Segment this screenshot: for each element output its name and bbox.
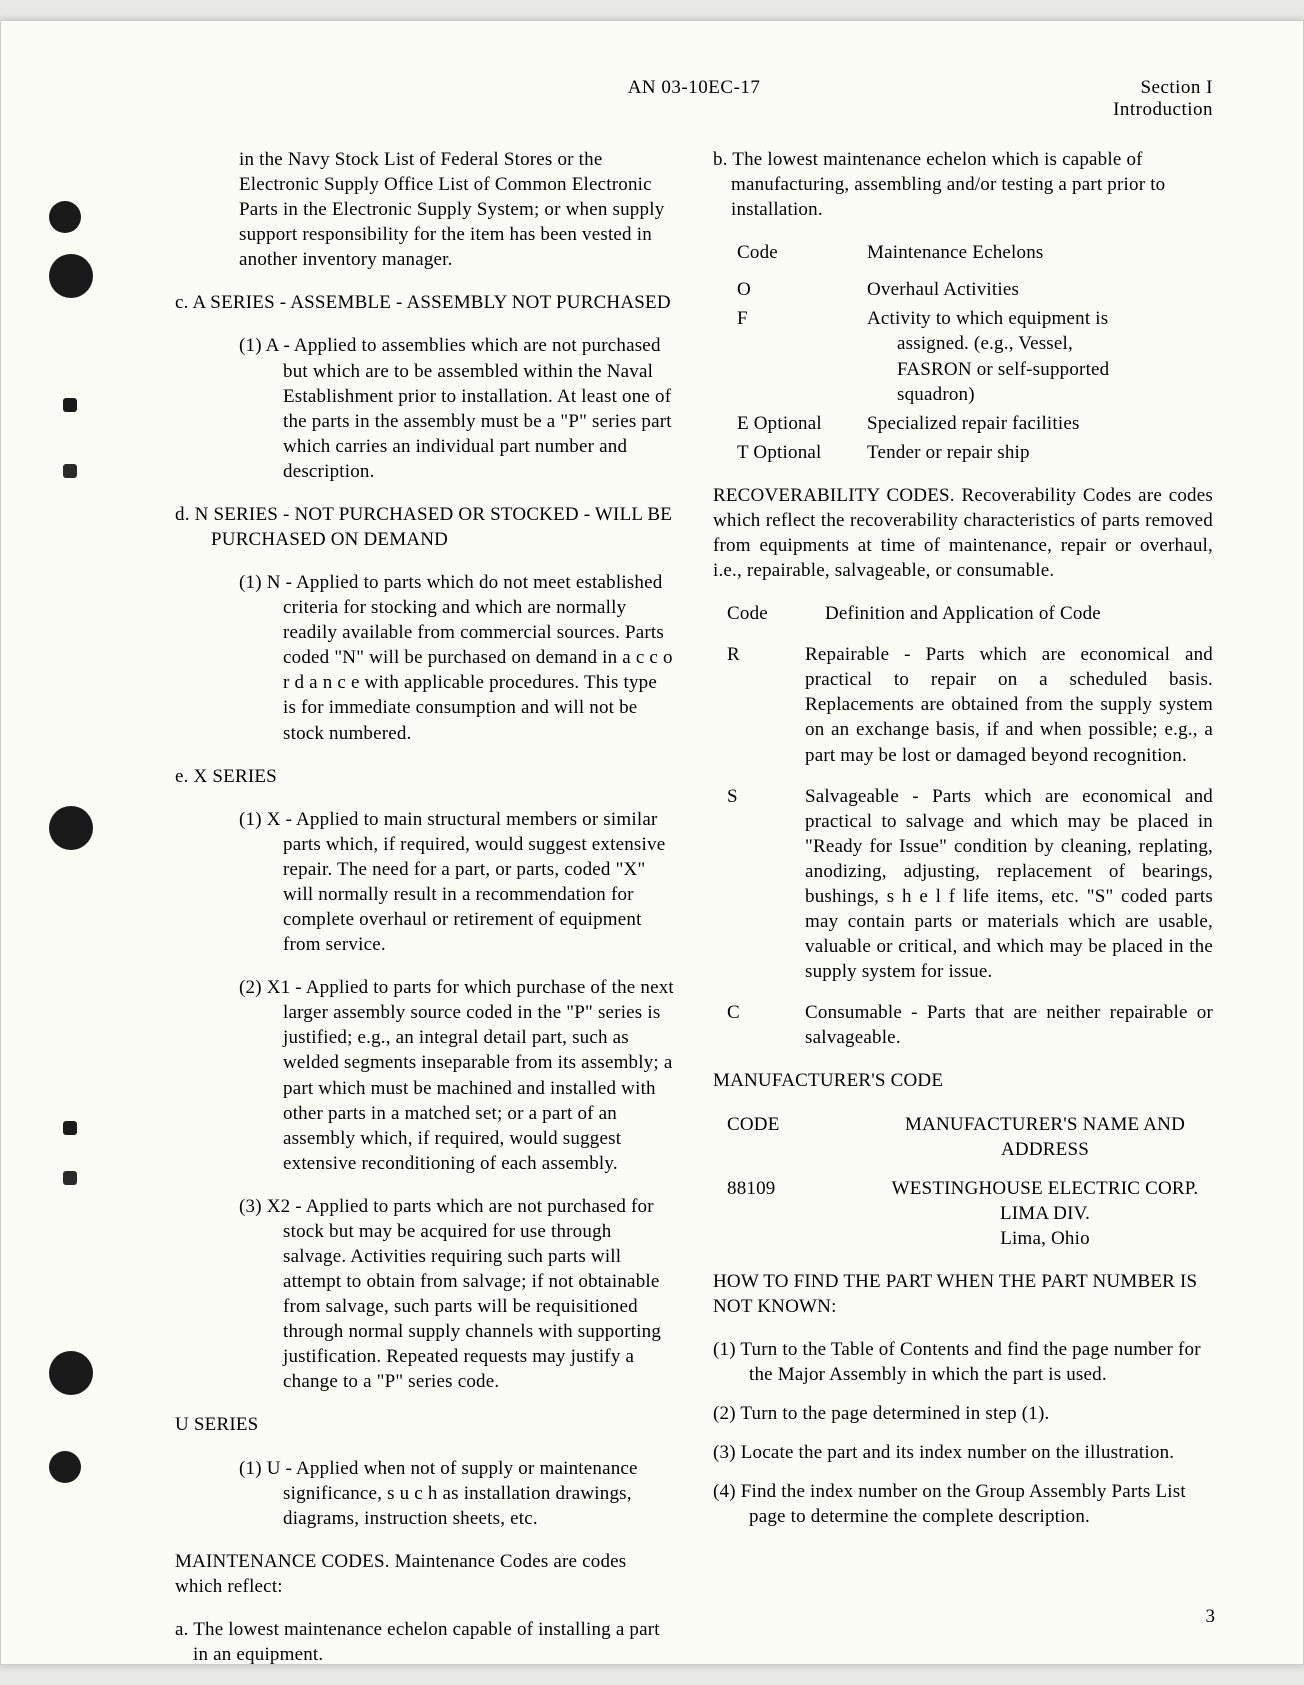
rc-header-def: Definition and Application of Code (805, 601, 1213, 626)
manufacturer-table: CODE MANUFACTURER'S NAME AND ADDRESS 881… (713, 1112, 1213, 1251)
mfg-header-name: MANUFACTURER'S NAME AND ADDRESS (877, 1112, 1213, 1162)
u-series-title: U SERIES (175, 1412, 675, 1437)
me-code: T Optional (737, 440, 867, 465)
rc-row: CConsumable - Parts that are neither rep… (727, 1000, 1213, 1050)
me-definition: Activity to which equipment isassigned. … (867, 306, 1213, 406)
right-column: b. The lowest maintenance echelon which … (713, 147, 1213, 1685)
rc-row: SSalvageable - Parts which are economica… (727, 784, 1213, 985)
binder-hole (63, 464, 77, 478)
me-code: E Optional (737, 411, 867, 436)
maintenance-b: b. The lowest maintenance echelon which … (713, 147, 1213, 222)
me-row: OOverhaul Activities (737, 277, 1213, 302)
binder-hole (49, 1451, 81, 1483)
me-definition: Overhaul Activities (867, 277, 1213, 302)
maintenance-a: a. The lowest maintenance echelon capabl… (175, 1617, 675, 1667)
recoverability-table: Code Definition and Application of Code … (713, 601, 1213, 1050)
binder-hole (49, 201, 81, 233)
rc-header-code: Code (727, 601, 805, 626)
e-series-item-3: (3) X2 - Applied to parts which are not … (239, 1194, 675, 1395)
rc-definition: Repairable - Parts which are economical … (805, 642, 1213, 767)
me-row: FActivity to which equipment isassigned.… (737, 306, 1213, 406)
left-column: in the Navy Stock List of Federal Stores… (175, 147, 675, 1685)
binder-hole (49, 1351, 93, 1395)
binder-hole (49, 254, 93, 298)
navy-paragraph: in the Navy Stock List of Federal Stores… (175, 147, 675, 272)
binder-hole (49, 806, 93, 850)
me-header-def: Maintenance Echelons (867, 240, 1213, 265)
rc-definition: Salvageable - Parts which are economical… (805, 784, 1213, 985)
rc-code: C (727, 1000, 805, 1050)
binder-hole (63, 1171, 77, 1185)
rc-code: S (727, 784, 805, 985)
mfg-code: 88109 (727, 1176, 877, 1251)
subsection-label: Introduction (760, 99, 1213, 121)
recoverability-intro: RECOVERABILITY CODES. Recoverability Cod… (713, 483, 1213, 583)
mfg-name: WESTINGHOUSE ELECTRIC CORP. LIMA DIV. Li… (877, 1176, 1213, 1251)
me-row: T OptionalTender or repair ship (737, 440, 1213, 465)
me-definition: Specialized repair facilities (867, 411, 1213, 436)
text-columns: in the Navy Stock List of Federal Stores… (175, 147, 1213, 1685)
binder-hole (63, 398, 77, 412)
me-code: O (737, 277, 867, 302)
document-page: AN 03-10EC-17 Section I Introduction in … (0, 20, 1304, 1665)
c-series-title: c. A SERIES - ASSEMBLE - ASSEMBLY NOT PU… (175, 290, 675, 315)
d-series-item-1: (1) N - Applied to parts which do not me… (239, 570, 675, 746)
doc-id: AN 03-10EC-17 (628, 77, 761, 121)
page-header: AN 03-10EC-17 Section I Introduction (175, 77, 1213, 121)
c-series-item-1: (1) A - Applied to assemblies which are … (239, 333, 675, 483)
howto-title: HOW TO FIND THE PART WHEN THE PART NUMBE… (713, 1269, 1213, 1319)
me-code: F (737, 306, 867, 406)
rc-code: R (727, 642, 805, 767)
binder-hole (63, 1121, 77, 1135)
howto-step: (3) Locate the part and its index number… (713, 1440, 1213, 1465)
u-series-item-1: (1) U - Applied when not of supply or ma… (239, 1456, 675, 1531)
howto-step: (1) Turn to the Table of Contents and fi… (713, 1337, 1213, 1387)
maintenance-echelons-table: Code Maintenance Echelons OOverhaul Acti… (713, 240, 1213, 465)
rc-row: RRepairable - Parts which are economical… (727, 642, 1213, 767)
maintenance-codes-intro: MAINTENANCE CODES. Maintenance Codes are… (175, 1549, 675, 1599)
e-series-item-1: (1) X - Applied to main structural membe… (239, 807, 675, 957)
section-label: Section I (760, 77, 1213, 99)
me-row: E OptionalSpecialized repair facilities (737, 411, 1213, 436)
e-series-title: e. X SERIES (175, 764, 675, 789)
manufacturer-code-title: MANUFACTURER'S CODE (713, 1068, 1213, 1093)
rc-definition: Consumable - Parts that are neither repa… (805, 1000, 1213, 1050)
mfg-header-code: CODE (727, 1112, 877, 1162)
page-content: AN 03-10EC-17 Section I Introduction in … (175, 77, 1213, 1624)
page-number: 3 (1206, 1606, 1216, 1628)
d-series-title: d. N SERIES - NOT PURCHASED OR STOCKED -… (175, 502, 675, 552)
howto-step: (2) Turn to the page determined in step … (713, 1401, 1213, 1426)
howto-step: (4) Find the index number on the Group A… (713, 1479, 1213, 1529)
me-definition: Tender or repair ship (867, 440, 1213, 465)
me-header-code: Code (737, 240, 867, 265)
howto-steps: (1) Turn to the Table of Contents and fi… (713, 1337, 1213, 1529)
e-series-item-2: (2) X1 - Applied to parts for which purc… (239, 975, 675, 1176)
